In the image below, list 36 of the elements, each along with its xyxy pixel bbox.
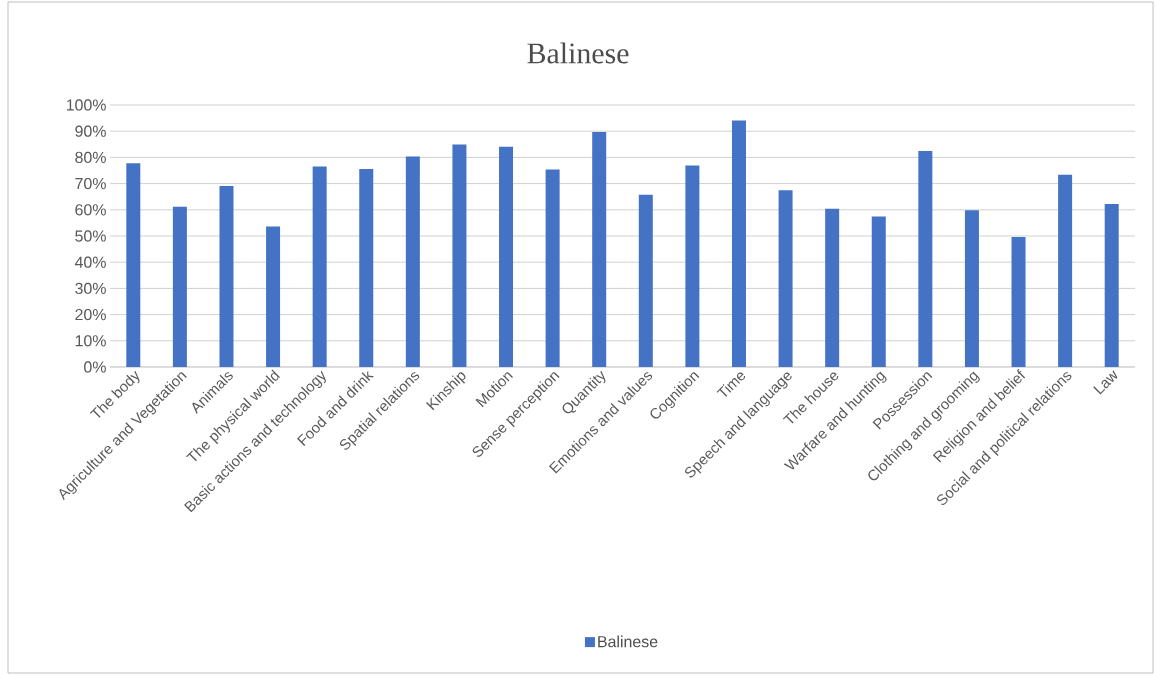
bar (219, 185, 234, 367)
y-tick-label: 60% (75, 204, 106, 216)
bar (452, 144, 467, 367)
bar (918, 151, 933, 367)
bar (266, 226, 281, 367)
bar (778, 190, 793, 367)
bar (1058, 174, 1073, 367)
bar (871, 216, 886, 367)
x-tick-label: Law (1093, 370, 1118, 395)
y-tick-label: 30% (75, 282, 106, 295)
y-tick-label: 90% (75, 125, 106, 137)
bar (312, 166, 327, 367)
y-tick-label: 10% (75, 335, 106, 347)
chart-title: Balinese (527, 42, 629, 64)
bar (545, 169, 560, 367)
y-tick-label: 40% (74, 256, 106, 268)
bar (499, 146, 514, 367)
bar (1011, 237, 1026, 367)
y-tick-label: 100% (66, 99, 106, 111)
bar (359, 168, 374, 367)
legend-label: Balinese (598, 635, 658, 648)
bar (685, 165, 700, 367)
bar (405, 156, 420, 367)
bar (592, 131, 607, 367)
y-tick-label: 80% (75, 151, 106, 164)
y-tick-label: 70% (75, 177, 106, 190)
y-tick-label: 50% (75, 230, 106, 242)
bar (638, 194, 653, 367)
bar (126, 163, 141, 367)
bar (731, 120, 746, 367)
y-tick-label: 0% (84, 361, 106, 373)
y-tick-label: 20% (75, 308, 106, 321)
bar (1104, 204, 1119, 367)
bar (172, 206, 187, 367)
bar (964, 210, 979, 367)
bar (825, 208, 840, 367)
